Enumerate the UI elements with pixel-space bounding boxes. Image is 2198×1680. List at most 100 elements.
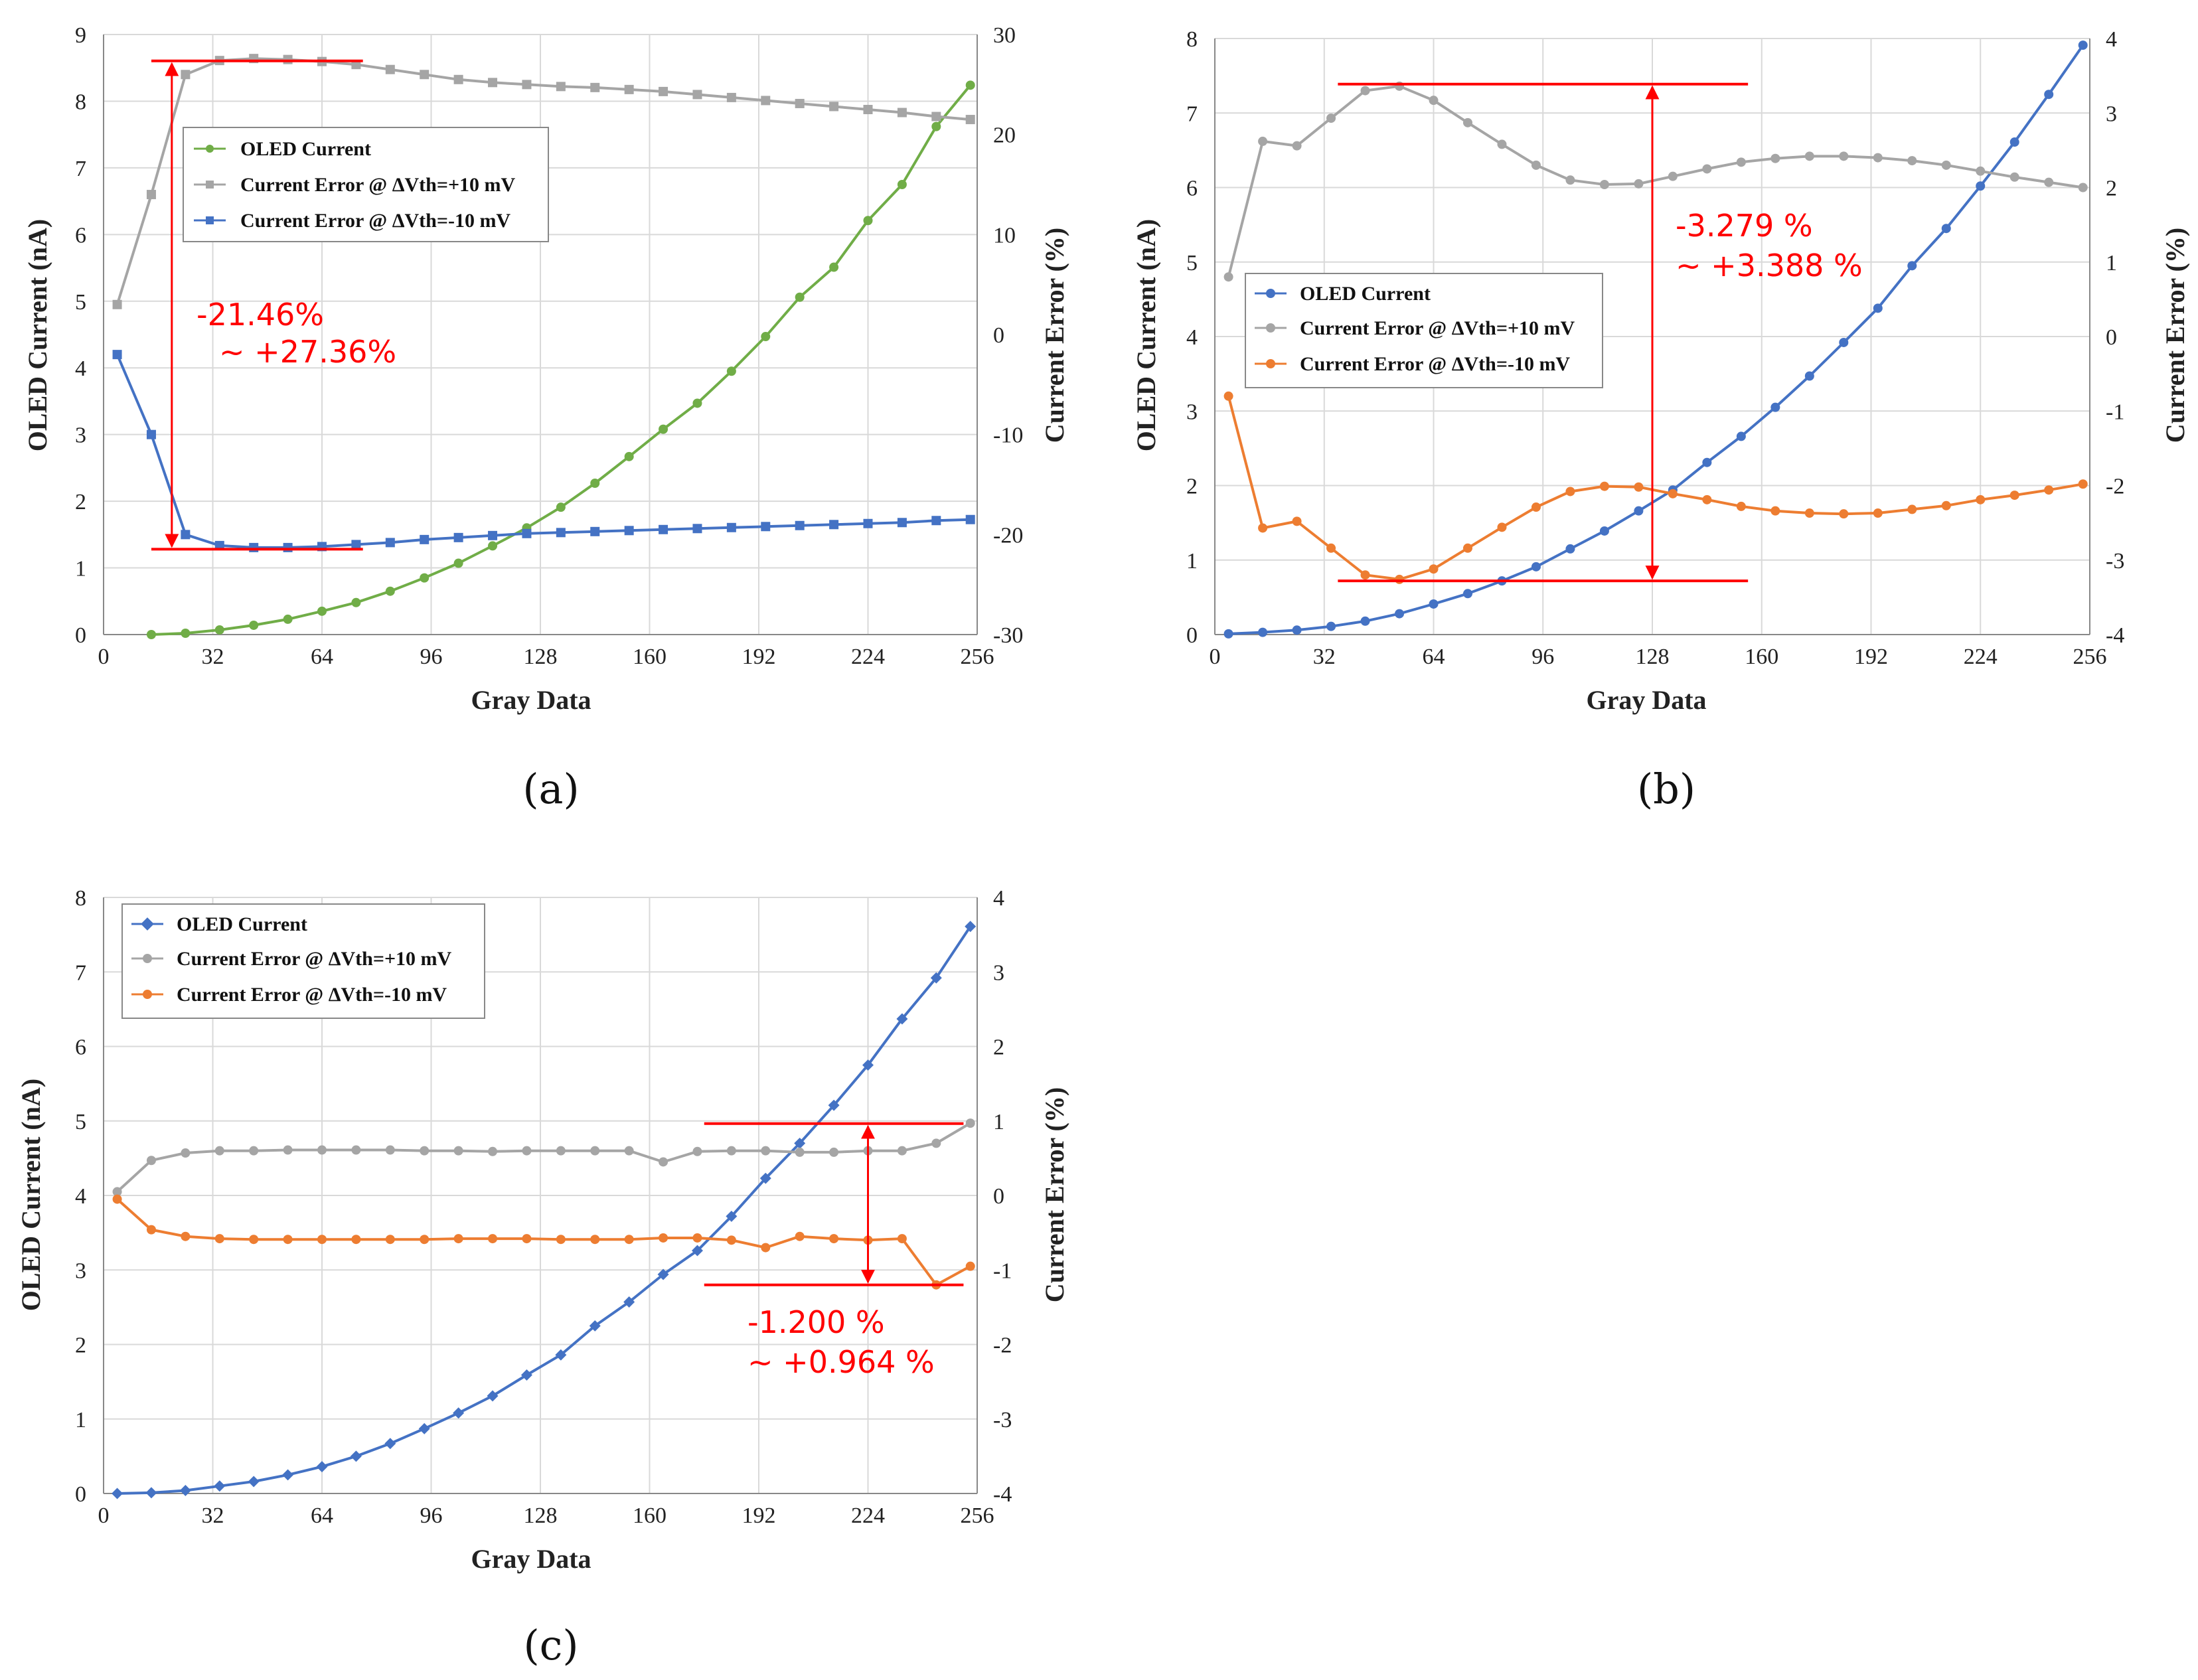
chart-c-ytick-right-label: 3: [993, 960, 1004, 985]
chart-a-ytick-left-label: 1: [75, 557, 86, 581]
chart-a-series-1-point: [317, 606, 327, 616]
chart-b-xtick-label: 0: [1210, 645, 1221, 669]
chart-c-series-2-point: [726, 1146, 736, 1156]
chart-c-series-2-point: [965, 1118, 975, 1128]
chart-b-ytick-left-label: 1: [1186, 549, 1198, 573]
chart-b-series-2-point: [2009, 172, 2019, 182]
chart-a-ylabel-right: Current Error (%): [1040, 228, 1069, 443]
chart-a-series-2-point: [829, 102, 839, 112]
chart-a-series-2-point: [897, 108, 907, 117]
chart-a-series-2-point: [522, 80, 532, 90]
chart-a-series-2-point: [590, 82, 600, 92]
chart-b-series-2-point: [1326, 114, 1336, 123]
chart-c-series-1-point: [965, 921, 977, 933]
chart-a-xtick-label: 224: [851, 645, 885, 669]
chart-c-xtick-label: 256: [961, 1503, 994, 1528]
chart-c-xtick-label: 128: [524, 1503, 558, 1528]
chart-c-series-3-point: [488, 1234, 498, 1244]
chart-b-series-3-point: [1531, 502, 1541, 512]
chart-c-ylabel-right: Current Error (%): [1040, 1087, 1069, 1302]
chart-c-series-1-point: [555, 1349, 567, 1361]
chart-c-ytick-left-label: 0: [75, 1482, 86, 1507]
chart-b-series-1-point: [1462, 589, 1472, 599]
chart-a-annotation-line2: ~ +27.36%: [219, 334, 396, 370]
chart-c-series-3-point: [385, 1235, 395, 1245]
chart-b-series-3-point: [1736, 501, 1746, 511]
chart-b-ytick-left-label: 2: [1186, 475, 1198, 499]
chart-a-series-1-point: [795, 292, 805, 302]
chart-b-series-1-point: [1907, 261, 1917, 271]
chart-b-series-1-point: [1565, 544, 1575, 554]
chart-b-ytick-right-label: 1: [2106, 251, 2117, 275]
chart-c-series-1-point: [828, 1099, 840, 1111]
chart-b-series-3-point: [1292, 516, 1302, 526]
chart-a-xtick-label: 160: [633, 645, 667, 669]
chart-a-series-1-point: [283, 614, 293, 624]
chart-c-series-3-point: [351, 1235, 361, 1245]
chart-a-ytick-left-label: 9: [75, 23, 86, 48]
chart-c-series-2-point: [146, 1156, 156, 1166]
chart-c-series-3-point: [283, 1235, 293, 1245]
chart-b-series-1-point: [1531, 562, 1541, 572]
chart-a-ytick-left-label: 6: [75, 223, 86, 248]
chart-a-legend-box: [183, 127, 549, 242]
chart-a-series-2-point: [385, 64, 395, 74]
chart-b-series-2-point: [1360, 86, 1370, 96]
chart-a-series-3-point: [420, 534, 430, 544]
chart-b-series-2-point: [1976, 166, 1986, 176]
chart-c-ytick-right-label: -2: [993, 1334, 1012, 1358]
chart-a-xtick-label: 96: [420, 645, 443, 669]
chart-b-series-3-point: [2078, 479, 2088, 489]
chart-a-series-2-point: [453, 74, 463, 84]
chart-b-series-2-point: [2044, 177, 2054, 187]
chart-c-series-3-point: [249, 1235, 259, 1245]
chart-c-series-2-point: [214, 1146, 224, 1156]
chart-c-series-2-point: [283, 1145, 293, 1155]
chart-b-series-1-point: [1326, 621, 1336, 631]
chart-c-series-1-point: [248, 1476, 260, 1488]
chart-a-series-1-point: [488, 541, 498, 551]
chart-c-ytick-right-label: -3: [993, 1408, 1012, 1432]
chart-c-series-2-point: [692, 1146, 702, 1156]
chart-b-legend-box: [1245, 273, 1603, 388]
chart-a-series-3-point: [795, 520, 805, 530]
chart-a-ytick-left-label: 4: [75, 356, 86, 381]
chart-a-series-2-point: [692, 90, 702, 100]
chart-b-series-3-point: [1258, 523, 1268, 533]
chart-b-series-3-point: [1599, 481, 1609, 491]
chart-c-series-1-point: [589, 1320, 601, 1332]
chart-c-series-2-point: [385, 1145, 395, 1155]
chart-b-legend-marker-3: [1266, 359, 1275, 368]
chart-a-series-3-point: [863, 518, 873, 528]
chart-b-ytick-right-label: -1: [2106, 400, 2124, 424]
chart-c-series-1-point: [759, 1172, 771, 1184]
chart-a-series-1-point: [453, 558, 463, 568]
chart-c-ytick-left-label: 8: [75, 886, 86, 911]
chart-a-ytick-left-label: 3: [75, 423, 86, 448]
chart-b-series-3-point: [1429, 564, 1439, 574]
chart-b-series-2-point: [1429, 96, 1439, 106]
chart-b-series-2-point: [1702, 164, 1712, 174]
chart-c-series-1-point: [726, 1210, 738, 1222]
chart-c-series-3-point: [181, 1231, 191, 1241]
chart-b-ytick-right-label: -4: [2106, 623, 2124, 648]
chart-b-series-3-point: [2044, 485, 2054, 495]
chart-c-series-2-point: [897, 1146, 907, 1156]
chart-b-series-2-point: [1770, 153, 1780, 163]
chart-a-ytick-left-label: 5: [75, 290, 86, 315]
chart-a-series-3-point: [351, 540, 361, 550]
chart-b-xtick-label: 192: [1854, 645, 1888, 669]
chart-a-series-1-point: [624, 451, 634, 461]
chart-a-series-2-point: [726, 92, 736, 102]
chart-a-series-1-point: [351, 597, 361, 607]
chart-c-series-2-point: [317, 1145, 327, 1155]
chart-a-ytick-right-label: 20: [993, 123, 1016, 148]
chart-a-legend-label-2: Current Error @ ΔVth=+10 mV: [240, 174, 516, 196]
chart-a-series-3-point: [385, 538, 395, 548]
chart-b-series-1-point: [1599, 526, 1609, 536]
chart-a-ytick-left-label: 8: [75, 90, 86, 114]
chart-a-ytick-right-label: 30: [993, 23, 1016, 48]
chart-c-series-3-point: [897, 1234, 907, 1244]
chart-a-series-3-point: [522, 528, 532, 538]
chart-b-series-2-point: [1223, 272, 1233, 282]
